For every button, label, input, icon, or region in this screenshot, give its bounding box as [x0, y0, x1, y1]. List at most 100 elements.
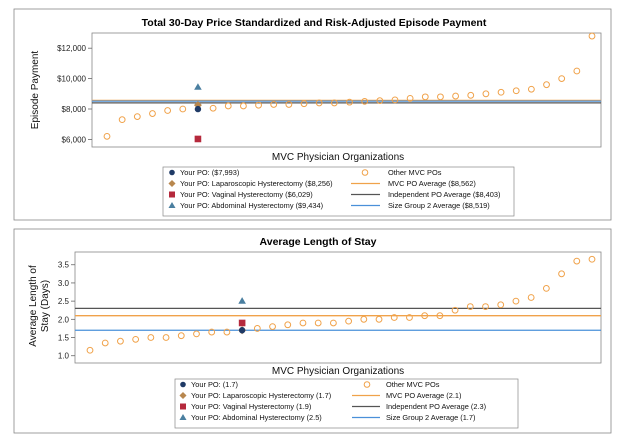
payment-y-axis-label: Episode Payment — [30, 51, 41, 130]
payment-abdominal-point — [194, 83, 202, 90]
legend-laparoscopic-marker — [168, 179, 176, 188]
legend-other-po-marker — [363, 381, 371, 388]
los-other-po-point — [558, 270, 565, 278]
los-other-po-point — [421, 312, 429, 320]
los-other-po-point — [193, 330, 200, 338]
legend-laparoscopic-label: Your PO: Laparoscopic Hysterectomy (1.7) — [191, 391, 331, 400]
payment-other-po-point — [437, 93, 444, 101]
los-vaginal-point — [238, 319, 246, 327]
payment-other-po-point — [330, 99, 338, 107]
payment-other-po-point — [240, 102, 247, 110]
los-your-po-point — [238, 327, 246, 334]
payment-y-tick-label: $10,000 — [57, 75, 86, 84]
payment-other-po-point — [300, 100, 308, 108]
legend-abdominal-marker — [179, 414, 187, 420]
legend-vaginal-label: Your PO: Vaginal Hysterectomy (1.9) — [191, 402, 311, 411]
los-y-tick-label: 3.5 — [58, 261, 70, 270]
payment-other-po-point — [270, 101, 278, 108]
los-other-po-point — [588, 255, 596, 263]
legend-vaginal-marker — [180, 403, 186, 410]
legend-other-po-label: Other MVC POs — [388, 168, 442, 177]
payment-other-po-point — [346, 98, 353, 106]
los-legend: Your PO: (1.7) Your PO: Laparoscopic Hys… — [174, 378, 519, 429]
legend-size-group-avg-label: Size Group 2 Average ($8,519) — [388, 201, 490, 210]
legend-other-po-label: Other MVC POs — [386, 380, 440, 389]
los-other-po-point — [329, 319, 337, 327]
los-abdominal-point — [238, 297, 246, 304]
legend-size-group-avg-label: Size Group 2 Average (1.7) — [386, 413, 475, 422]
los-y-axis-label-line1: Average Length of — [28, 265, 39, 347]
los-other-po-point — [360, 315, 368, 323]
los-other-po-point — [208, 328, 216, 336]
los-other-po-point — [573, 257, 581, 265]
los-other-po-point — [223, 328, 231, 336]
legend-vaginal-label: Your PO: Vaginal Hysterectomy ($6,029) — [180, 190, 313, 199]
payment-other-po-point — [224, 102, 232, 110]
payment-other-po-point — [209, 104, 217, 112]
payment-other-po-point — [376, 97, 384, 105]
payment-other-po-point — [452, 92, 459, 100]
payment-other-po-point — [573, 67, 581, 75]
los-other-po-point — [527, 294, 535, 301]
payment-your-po-point — [194, 105, 202, 113]
los-other-po-point — [436, 312, 444, 320]
payment-y-tick-label: $12,000 — [57, 44, 86, 53]
los-other-po-point — [117, 337, 124, 345]
payment-other-po-point — [103, 132, 111, 140]
los-y-tick-label: 1.0 — [58, 352, 70, 361]
los-other-po-point — [162, 334, 170, 341]
payment-other-po-point — [588, 32, 596, 40]
payment-other-po-point — [391, 96, 399, 104]
legend-other-po-marker — [361, 169, 369, 176]
los-other-po-point — [86, 346, 94, 354]
legend-your-po-marker — [169, 169, 175, 176]
los-y-tick-label: 3.0 — [58, 279, 70, 288]
legend-mvc-avg-label: MVC PO Average ($8,562) — [388, 179, 476, 188]
legend-abdominal-label: Your PO: Abdominal Hysterectomy (2.5) — [191, 413, 322, 422]
los-other-po-point — [466, 303, 474, 310]
legend-mvc-avg-label: MVC PO Average (2.1) — [386, 391, 461, 400]
payment-other-po-point — [512, 87, 520, 95]
payment-other-po-point — [543, 81, 550, 89]
los-other-po-point — [451, 306, 459, 314]
los-y-tick-label: 1.5 — [58, 334, 70, 343]
los-other-po-point — [542, 284, 550, 292]
los-other-po-point — [375, 315, 383, 323]
payment-plot-area — [91, 32, 602, 148]
legend-vaginal-marker — [169, 191, 175, 198]
payment-other-po-point — [118, 116, 126, 124]
los-other-po-point — [253, 325, 261, 332]
legend-laparoscopic-label: Your PO: Laparoscopic Hysterectomy ($8,2… — [180, 179, 333, 188]
los-other-po-point — [177, 332, 185, 340]
los-other-po-point — [345, 317, 353, 325]
los-plot-area — [74, 251, 602, 364]
legend-your-po-marker — [180, 381, 186, 388]
los-legend-frame — [174, 378, 519, 429]
payment-other-po-point — [164, 107, 172, 114]
payment-other-po-point — [133, 113, 141, 120]
legend-abdominal-label: Your PO: Abdominal Hysterectomy ($9,434) — [180, 201, 323, 210]
los-other-po-point — [406, 314, 413, 321]
payment-other-po-point — [315, 99, 323, 107]
payment-vaginal-point — [194, 135, 202, 143]
legend-your-po-label: Your PO: ($7,993) — [180, 168, 239, 177]
payment-other-po-point — [255, 101, 262, 109]
payment-legend-frame — [162, 166, 515, 217]
payment-other-po-point — [361, 98, 369, 105]
los-other-po-point — [314, 319, 322, 327]
los-y-axis-label: Average Length of Stay (Days) — [28, 265, 51, 347]
length-of-stay-chart-panel: Average Length of Stay Average Length of… — [13, 228, 612, 434]
legend-your-po-label: Your PO: (1.7) — [191, 380, 238, 389]
legend-laparoscopic-marker — [179, 391, 187, 400]
los-other-po-point — [284, 321, 292, 329]
los-other-po-point — [299, 319, 307, 327]
legend-independent-avg-label: Independent PO Average (2.3) — [386, 402, 486, 411]
payment-other-po-point — [558, 75, 566, 82]
los-other-po-point — [390, 314, 398, 321]
payment-other-po-point — [179, 105, 187, 113]
payment-other-po-point — [285, 101, 293, 108]
los-chart-title: Average Length of Stay — [260, 236, 377, 248]
payment-other-po-point — [149, 110, 156, 117]
los-other-po-point — [512, 297, 520, 305]
